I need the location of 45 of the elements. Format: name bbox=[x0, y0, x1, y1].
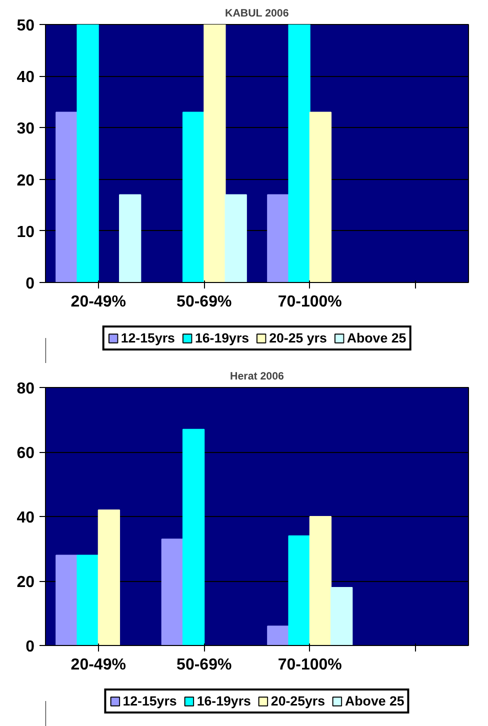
y-tick-label: 40 bbox=[16, 69, 35, 86]
y-tick-label: 80 bbox=[16, 380, 35, 398]
bar bbox=[161, 538, 184, 646]
y-tick-label: 20 bbox=[16, 172, 35, 190]
y-tick-label: 40 bbox=[16, 510, 35, 526]
bar bbox=[98, 510, 120, 646]
bar bbox=[76, 24, 99, 282]
bar bbox=[56, 112, 78, 282]
bar bbox=[204, 24, 226, 282]
bar bbox=[76, 554, 99, 646]
y-tick-label: 20 bbox=[16, 574, 35, 591]
legend-label: Above 25 bbox=[345, 694, 404, 708]
y-tick-label: 60 bbox=[16, 445, 35, 462]
y-tick-label: 50 bbox=[16, 18, 35, 34]
bar bbox=[182, 112, 205, 282]
legend-label: Above 25 bbox=[346, 330, 406, 346]
y-tick-label: 30 bbox=[16, 120, 35, 138]
x-tick-label: 70-100% bbox=[278, 656, 342, 674]
y-tick-label: 10 bbox=[16, 224, 35, 241]
x-tick-label: 50-69% bbox=[176, 656, 232, 674]
bar bbox=[119, 194, 142, 282]
bar bbox=[224, 194, 247, 282]
legend-label: 16-19yrs bbox=[194, 330, 250, 346]
y-tick-label: 0 bbox=[26, 276, 35, 292]
x-tick-label: 70-100% bbox=[278, 294, 342, 310]
legend-label: 20-25yrs bbox=[270, 694, 326, 708]
bar bbox=[330, 586, 353, 646]
x-tick-label: 50-69% bbox=[176, 294, 232, 310]
bar bbox=[267, 626, 290, 646]
bar bbox=[288, 24, 310, 282]
bar bbox=[309, 112, 332, 282]
x-tick-label: 20-49% bbox=[70, 656, 126, 674]
bar bbox=[182, 428, 205, 646]
x-tick-label: 20-49% bbox=[70, 294, 126, 310]
legend-label: 12-15yrs bbox=[120, 330, 175, 346]
bar bbox=[56, 554, 78, 646]
y-tick-label: 0 bbox=[26, 638, 35, 656]
chart-title: Herat 2006 bbox=[230, 370, 284, 382]
chart-title: KABUL 2006 bbox=[225, 8, 289, 20]
legend-label: 16-19yrs bbox=[196, 694, 251, 708]
bar bbox=[288, 535, 310, 646]
legend-label: 12-15yrs bbox=[122, 694, 177, 708]
legend-label: 20-25 yrs bbox=[269, 330, 327, 346]
bar bbox=[309, 516, 332, 646]
bar bbox=[267, 194, 290, 282]
